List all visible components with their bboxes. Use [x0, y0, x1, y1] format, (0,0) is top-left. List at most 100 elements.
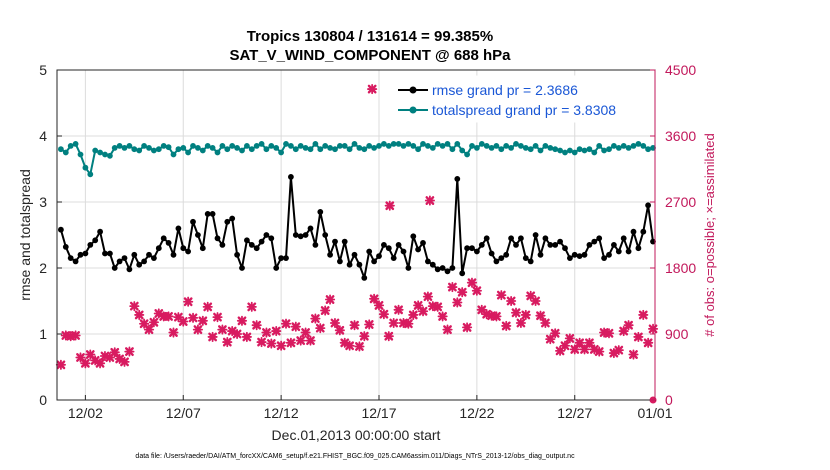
- obs-point: [496, 290, 507, 301]
- totalspread-point: [596, 143, 603, 149]
- rmse-point: [102, 250, 108, 257]
- rmse-point: [195, 232, 201, 238]
- totalspread-point: [459, 147, 466, 154]
- rmse-point: [586, 242, 593, 248]
- totalspread-point: [591, 149, 598, 156]
- x-tick-label: 01/01: [637, 405, 672, 421]
- obs-point: [187, 312, 199, 323]
- totalspread-point: [625, 145, 632, 151]
- obs-point: [647, 323, 659, 334]
- rmse-point: [483, 235, 490, 242]
- totalspread-point: [562, 149, 568, 156]
- totalspread-point: [376, 143, 382, 149]
- legend-rmse-label: rmse grand pr = 2.3686: [432, 82, 578, 98]
- totalspread-point: [204, 143, 211, 149]
- rmse-point: [116, 258, 123, 265]
- obs-point: [540, 317, 551, 329]
- obs-point: [403, 318, 414, 329]
- totalspread-point: [62, 149, 69, 156]
- obs-point: [491, 311, 502, 322]
- rmse-point: [478, 242, 485, 248]
- rmse-point: [615, 248, 622, 255]
- totalspread-point: [635, 141, 642, 147]
- obs-point: [202, 301, 213, 312]
- obs-point: [119, 356, 130, 367]
- rmse-point: [518, 235, 524, 242]
- obs-point: [124, 346, 135, 357]
- obs-outlier-point: [367, 84, 378, 95]
- totalspread-point: [312, 141, 319, 147]
- rmse-point: [527, 258, 534, 265]
- rmse-point: [278, 255, 284, 261]
- rmse-point: [307, 225, 314, 232]
- totalspread-point: [444, 141, 451, 147]
- obs-point: [613, 345, 624, 356]
- totalspread-point: [576, 146, 583, 153]
- rmse-point: [141, 258, 148, 265]
- obs-point: [222, 337, 233, 348]
- obs-point: [109, 347, 120, 358]
- totalspread-point: [601, 147, 607, 154]
- obs-point: [197, 315, 208, 326]
- obs-point: [183, 296, 194, 307]
- totalspread-point: [297, 143, 304, 149]
- rmse-point: [376, 253, 382, 259]
- rmse-point: [337, 258, 343, 265]
- rmse-point: [224, 218, 231, 225]
- rmse-point: [87, 242, 94, 248]
- obs-point: [217, 324, 228, 335]
- obs-point: [628, 349, 639, 360]
- rmse-point: [273, 265, 280, 271]
- obs-point: [476, 304, 487, 315]
- rmse-point: [464, 245, 470, 252]
- totalspread-point: [434, 141, 441, 147]
- totalspread-point: [151, 147, 157, 154]
- rmse-point: [288, 174, 294, 180]
- rmse-point: [366, 248, 373, 255]
- totalspread-point: [102, 151, 108, 158]
- totalspread-point: [620, 143, 627, 149]
- rmse-point: [229, 215, 236, 222]
- rmse-point: [596, 235, 603, 242]
- rmse-point: [508, 235, 514, 242]
- rmse-point: [77, 251, 84, 258]
- totalspread-point: [454, 141, 461, 147]
- series-layer: [55, 84, 659, 404]
- rmse-point: [474, 248, 480, 255]
- rmse-point: [175, 225, 182, 232]
- totalspread-point: [190, 143, 196, 149]
- obs-point: [290, 321, 301, 332]
- obs-point: [168, 327, 179, 338]
- totalspread-point: [317, 146, 324, 153]
- obs-point: [452, 297, 463, 308]
- rmse-point: [542, 235, 549, 242]
- y-axis-label: rmse and totalspread: [17, 169, 33, 301]
- obs-point: [236, 315, 248, 326]
- totalspread-point: [273, 145, 280, 151]
- totalspread-point: [429, 145, 436, 151]
- rmse-point: [146, 251, 152, 258]
- obs-point: [388, 317, 399, 329]
- obs-outlier-point: [384, 200, 395, 211]
- rmse-point: [469, 245, 475, 252]
- rmse-point: [268, 235, 275, 242]
- obs-point: [623, 320, 634, 331]
- rmse-point: [601, 255, 607, 261]
- obs-point: [471, 285, 482, 296]
- obs-point: [325, 294, 336, 305]
- totalspread-point: [97, 149, 103, 156]
- obs-point: [447, 282, 458, 293]
- totalspread-point: [400, 143, 407, 149]
- legend-totalspread-label: totalspread grand pr = 3.8308: [432, 102, 616, 118]
- rmse-point: [253, 245, 260, 252]
- obs-point: [510, 307, 522, 318]
- obs-point: [437, 311, 448, 322]
- totalspread-point: [464, 151, 470, 158]
- totalspread-point: [341, 143, 348, 149]
- obs-point: [246, 301, 257, 312]
- totalspread-point: [405, 141, 412, 147]
- y-right-tick-label: 1800: [665, 260, 696, 276]
- rmse-point: [356, 261, 363, 268]
- y-axis-right-label: # of obs: o=possible; ×=assimilated: [702, 133, 717, 336]
